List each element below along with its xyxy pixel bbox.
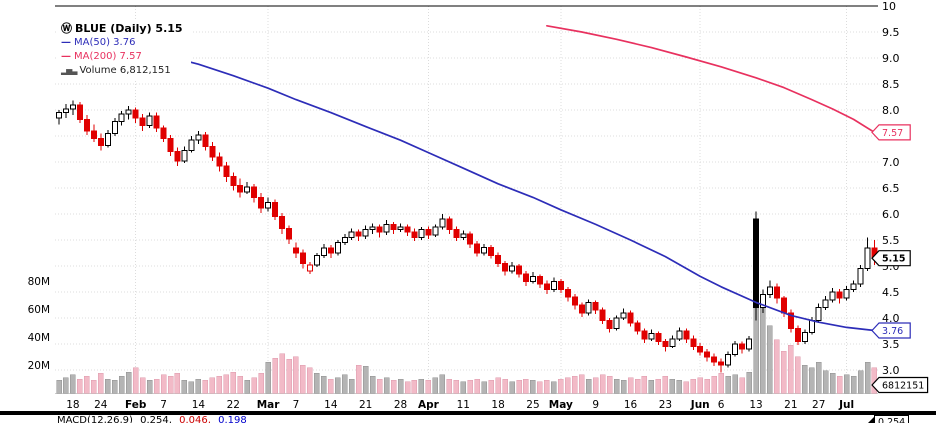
macd-label: MACD(12,26,9)	[57, 415, 133, 423]
svg-text:21: 21	[784, 399, 797, 411]
svg-text:27: 27	[812, 399, 825, 411]
svg-text:Feb: Feb	[125, 399, 147, 411]
svg-text:8.0: 8.0	[882, 104, 900, 117]
svg-text:5.5: 5.5	[882, 234, 900, 247]
svg-text:21: 21	[359, 399, 372, 411]
svg-text:Apr: Apr	[418, 399, 440, 411]
svg-text:24: 24	[94, 399, 108, 411]
svg-text:3.76: 3.76	[882, 326, 903, 337]
panel-divider	[0, 411, 936, 415]
legend-ma50-row: — MA(50) 3.76	[61, 36, 183, 50]
svg-text:4.5: 4.5	[882, 286, 900, 299]
svg-text:5.15: 5.15	[882, 254, 905, 265]
chart-canvas: 109.59.08.58.07.57.06.56.05.55.04.54.03.…	[28, 0, 929, 411]
svg-text:18: 18	[491, 399, 504, 411]
svg-text:23: 23	[659, 399, 672, 411]
svg-text:40M: 40M	[28, 332, 50, 344]
svg-text:25: 25	[526, 399, 539, 411]
chart-legend: Ⓦ BLUE (Daily) 5.15 — MA(50) 3.76 — MA(200)…	[57, 20, 191, 81]
ma200-line-icon: —	[61, 51, 71, 62]
svg-text:4.0: 4.0	[882, 312, 900, 325]
macd-legend: MACD(12,26,9) 0.254, 0.046, 0.198	[57, 415, 251, 423]
svg-text:13: 13	[749, 399, 762, 411]
svg-text:Jul: Jul	[838, 399, 854, 411]
svg-text:18: 18	[66, 399, 79, 411]
macd-axis-marker: 0.254	[867, 415, 910, 423]
legend-ma200-row: — MA(200) 7.57	[61, 50, 183, 64]
svg-text:3.5: 3.5	[882, 338, 900, 351]
svg-text:May: May	[549, 399, 573, 411]
legend-symbol-row: Ⓦ BLUE (Daily) 5.15	[61, 22, 183, 36]
volume-label: Volume 6,812,151	[79, 65, 171, 76]
svg-text:14: 14	[192, 399, 206, 411]
svg-text:6: 6	[718, 399, 725, 411]
svg-text:Jun: Jun	[690, 399, 710, 411]
svg-text:20M: 20M	[28, 360, 50, 372]
legend-volume-row: ▂▅▃ Volume 6,812,151	[61, 64, 183, 78]
svg-text:11: 11	[457, 399, 470, 411]
svg-text:8.5: 8.5	[882, 78, 900, 91]
svg-text:7: 7	[160, 399, 167, 411]
svg-text:14: 14	[324, 399, 338, 411]
svg-text:9.0: 9.0	[882, 52, 900, 65]
svg-text:22: 22	[227, 399, 240, 411]
macd-signal-value: 0.046,	[179, 415, 211, 423]
macd-main-value: 0.254,	[140, 415, 172, 423]
symbol-title: BLUE (Daily) 5.15	[75, 22, 183, 35]
stockcharts-logo-icon: Ⓦ	[61, 22, 72, 35]
svg-text:6.5: 6.5	[882, 182, 900, 195]
svg-text:Mar: Mar	[257, 399, 281, 411]
svg-text:7.57: 7.57	[882, 128, 903, 139]
svg-text:6.0: 6.0	[882, 208, 900, 221]
svg-text:6812151: 6812151	[882, 381, 924, 392]
svg-text:10: 10	[882, 0, 896, 13]
svg-text:7: 7	[293, 399, 300, 411]
svg-text:9: 9	[592, 399, 599, 411]
svg-text:60M: 60M	[28, 304, 50, 316]
svg-text:16: 16	[624, 399, 638, 411]
svg-text:3.0: 3.0	[882, 364, 900, 377]
ma50-label: MA(50) 3.76	[74, 37, 136, 48]
svg-text:9.5: 9.5	[882, 26, 900, 39]
svg-text:28: 28	[394, 399, 407, 411]
volume-bars-icon: ▂▅▃	[61, 66, 78, 75]
svg-text:80M: 80M	[28, 276, 50, 288]
macd-hist-value: 0.198	[218, 415, 247, 423]
svg-text:7.0: 7.0	[882, 156, 900, 169]
ma200-label: MA(200) 7.57	[74, 51, 142, 62]
ma50-line-icon: —	[61, 37, 71, 48]
